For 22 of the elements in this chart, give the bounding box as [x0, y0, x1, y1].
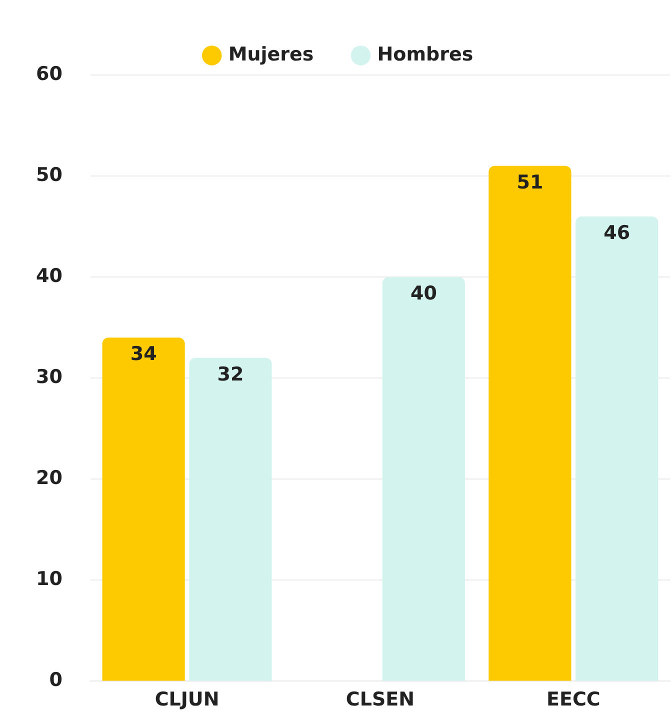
y-tick-label: 60 [36, 62, 62, 85]
bar [189, 358, 272, 681]
y-tick-label: 10 [36, 568, 62, 590]
bar [576, 216, 658, 681]
legend-label: Mujeres [228, 43, 314, 66]
y-tick-label: 30 [36, 366, 62, 388]
legend-label: Hombres [377, 43, 474, 66]
data-label: 51 [516, 171, 544, 194]
y-tick-label: 0 [49, 669, 62, 692]
data-label: 32 [217, 363, 244, 386]
data-label: 34 [130, 343, 157, 366]
x-tick-label: CLJUN [154, 688, 220, 711]
data-label: 46 [604, 222, 630, 244]
bar [382, 277, 465, 681]
bar [488, 166, 572, 681]
bar [102, 338, 185, 681]
y-tick-label: 20 [36, 467, 62, 490]
data-label: 40 [410, 282, 437, 305]
x-tick-label: CLSEN [346, 688, 415, 711]
x-tick-label: EECC [546, 688, 600, 711]
y-tick-label: 50 [36, 164, 62, 186]
y-tick-label: 40 [36, 265, 62, 288]
